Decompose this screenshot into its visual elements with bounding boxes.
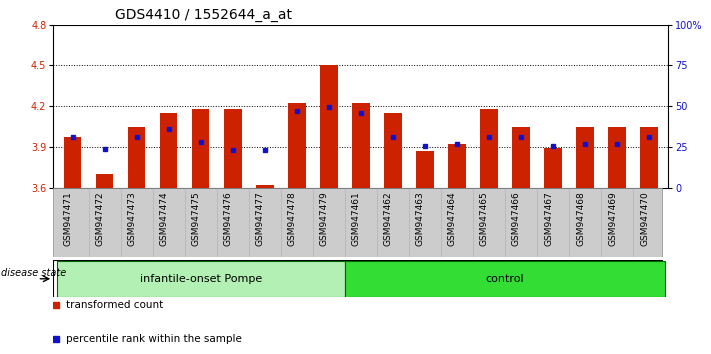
Bar	[544, 148, 562, 188]
Text: GSM947470: GSM947470	[640, 191, 649, 246]
Bar	[352, 103, 370, 188]
Text: GSM947479: GSM947479	[320, 191, 328, 246]
Bar	[256, 185, 274, 188]
Bar	[160, 113, 178, 188]
Text: GSM947476: GSM947476	[224, 191, 232, 246]
Text: GSM947471: GSM947471	[63, 191, 73, 246]
Bar	[192, 109, 210, 188]
Bar	[384, 113, 402, 188]
Bar	[641, 126, 658, 188]
Bar	[320, 65, 338, 188]
Text: GSM947478: GSM947478	[288, 191, 296, 246]
Text: GSM947466: GSM947466	[512, 191, 521, 246]
Text: disease state: disease state	[1, 268, 66, 278]
Text: GSM947462: GSM947462	[384, 191, 393, 246]
Text: infantile-onset Pompe: infantile-onset Pompe	[139, 274, 262, 284]
Text: GSM947464: GSM947464	[448, 191, 457, 246]
Text: GSM947473: GSM947473	[127, 191, 137, 246]
Text: GSM947468: GSM947468	[576, 191, 585, 246]
Text: GSM947463: GSM947463	[416, 191, 425, 246]
Bar	[224, 109, 242, 188]
FancyBboxPatch shape	[345, 261, 665, 297]
Text: GSM947477: GSM947477	[256, 191, 264, 246]
FancyBboxPatch shape	[57, 261, 345, 297]
Bar	[480, 109, 498, 188]
Bar	[96, 174, 113, 188]
Bar	[128, 126, 146, 188]
Text: GSM947467: GSM947467	[544, 191, 553, 246]
Text: percentile rank within the sample: percentile rank within the sample	[65, 334, 242, 344]
Text: GSM947469: GSM947469	[608, 191, 617, 246]
Bar	[288, 103, 306, 188]
Text: GSM947472: GSM947472	[95, 191, 105, 246]
Bar	[512, 126, 530, 188]
Text: GSM947474: GSM947474	[160, 191, 169, 246]
Text: GDS4410 / 1552644_a_at: GDS4410 / 1552644_a_at	[114, 8, 292, 22]
Bar	[576, 126, 594, 188]
Text: GSM947465: GSM947465	[480, 191, 489, 246]
Text: control: control	[486, 274, 524, 284]
Bar	[416, 151, 434, 188]
Text: transformed count: transformed count	[65, 299, 163, 310]
Bar	[448, 144, 466, 188]
Bar	[64, 137, 81, 188]
FancyBboxPatch shape	[53, 188, 662, 257]
Bar	[609, 126, 626, 188]
FancyBboxPatch shape	[53, 260, 662, 297]
Text: GSM947461: GSM947461	[352, 191, 360, 246]
Text: GSM947475: GSM947475	[192, 191, 201, 246]
